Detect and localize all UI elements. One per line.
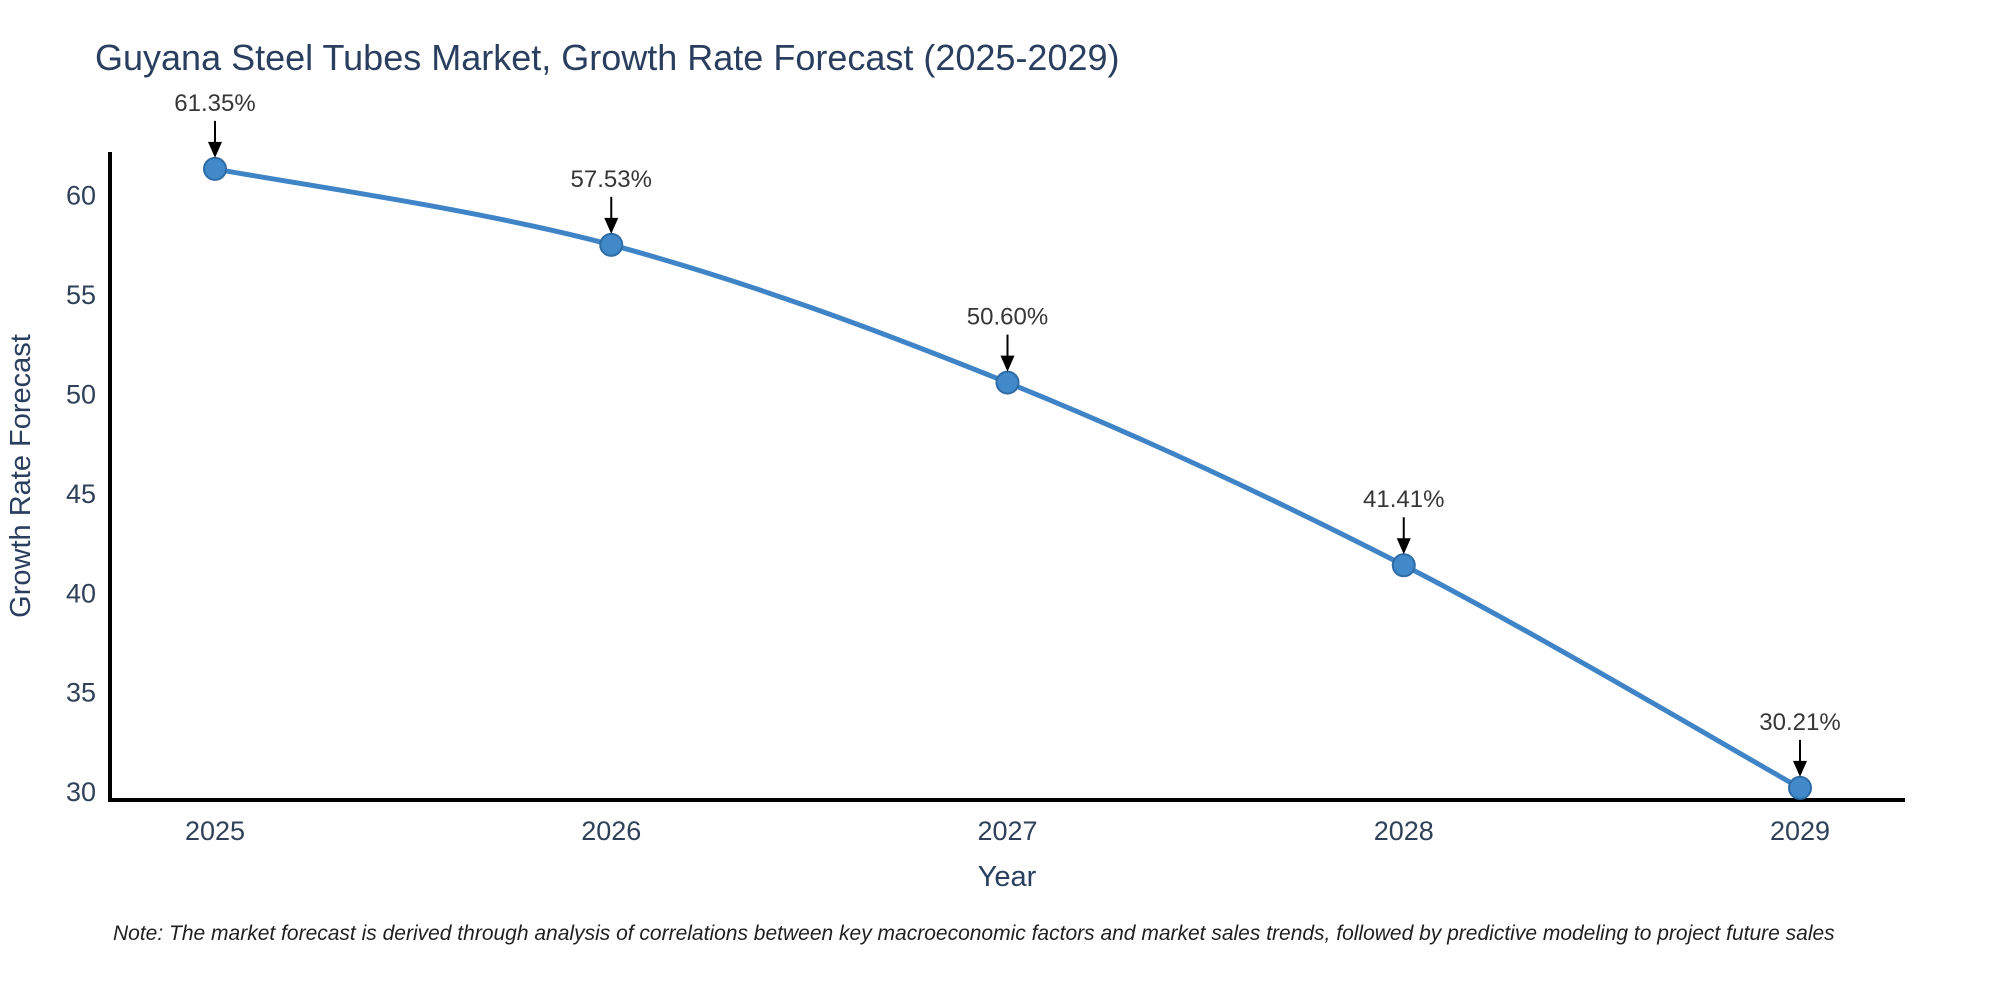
data-point-marker [1391, 553, 1416, 578]
annotation-arrowhead [1793, 760, 1807, 777]
data-point-marker [995, 370, 1020, 395]
y-axis-title: Growth Rate Forecast [5, 334, 37, 618]
point-value-label: 61.35% [174, 90, 255, 117]
chart-title: Guyana Steel Tubes Market, Growth Rate F… [95, 37, 1120, 78]
point-value-label: 57.53% [571, 166, 652, 193]
annotation-arrowhead [604, 217, 619, 234]
data-point-marker [1788, 775, 1812, 800]
data-point-marker [599, 232, 624, 257]
trend-line [212, 166, 1803, 791]
y-tick-label: 35 [66, 678, 96, 708]
axis-spines [108, 152, 1905, 802]
x-tick-label: 2026 [581, 816, 641, 846]
y-tick-label: 45 [66, 479, 96, 509]
annotation-arrowhead [1396, 538, 1411, 555]
x-tick-label: 2028 [1374, 816, 1434, 846]
data-point-marker [203, 156, 227, 181]
point-value-label: 50.60% [967, 304, 1048, 331]
point-value-label: 41.41% [1363, 486, 1444, 513]
y-tick-label: 60 [66, 181, 96, 211]
point-value-label: 30.21% [1759, 709, 1840, 736]
y-tick-label: 30 [66, 777, 96, 807]
y-tick-label: 40 [66, 578, 96, 608]
annotation-arrowhead [1000, 355, 1015, 372]
y-tick-label: 55 [66, 280, 96, 310]
annotation-arrowhead [208, 141, 222, 158]
footnote: Note: The market forecast is derived thr… [113, 922, 1835, 945]
plot-area: 30 35 40 45 50 55 60 2025 2026 2027 2028 2029 61.35%… [66, 90, 1905, 846]
x-tick-label: 2029 [1770, 816, 1830, 846]
x-tick-label: 2027 [977, 816, 1037, 846]
x-axis-title: Year [978, 861, 1037, 893]
y-tick-label: 50 [66, 380, 96, 410]
x-tick-label: 2025 [185, 816, 245, 846]
